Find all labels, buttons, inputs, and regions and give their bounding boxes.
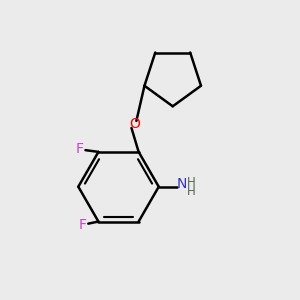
Text: N: N	[177, 177, 187, 191]
Text: F: F	[79, 218, 87, 232]
Text: H: H	[187, 176, 195, 189]
Text: H: H	[187, 185, 195, 198]
Text: F: F	[75, 142, 83, 156]
Text: O: O	[129, 117, 140, 131]
